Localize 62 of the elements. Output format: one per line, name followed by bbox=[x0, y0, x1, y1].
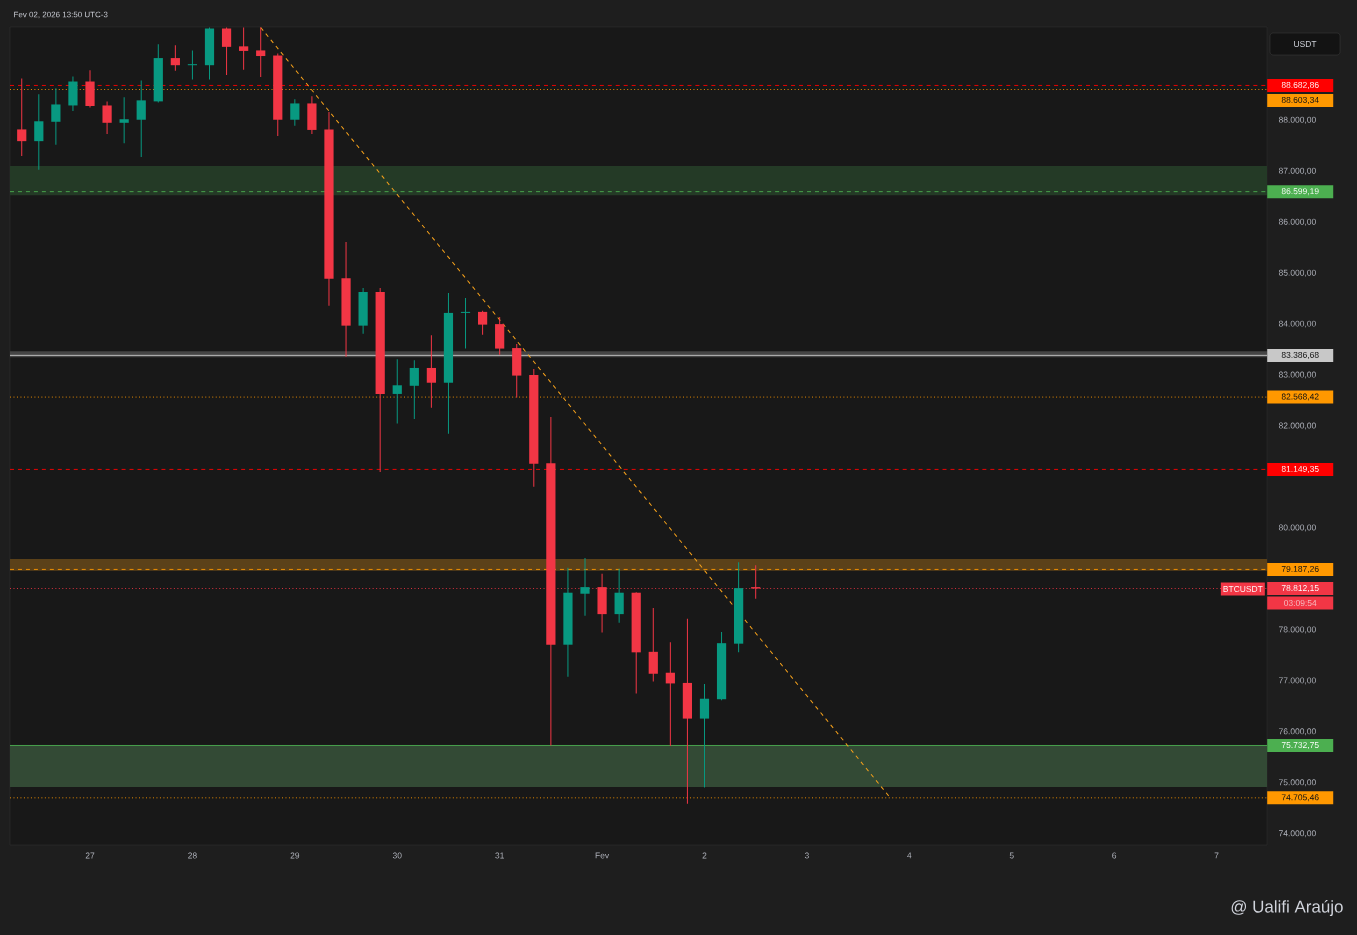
y-tick-label: 82.000,00 bbox=[1278, 422, 1316, 430]
ref-line-label: 82.568,42 bbox=[1281, 393, 1319, 401]
x-tick-label: 31 bbox=[495, 852, 504, 859]
y-tick-label: 74.000,00 bbox=[1279, 830, 1316, 838]
y-tick-label: 88.000,00 bbox=[1278, 116, 1316, 124]
text: @ Ualifi Araújo bbox=[1231, 900, 1343, 916]
ref-line-label: 78.812,15 bbox=[1281, 585, 1319, 593]
y-tick-label: 76.000,00 bbox=[1279, 728, 1316, 736]
text: 03:09:54 bbox=[1284, 600, 1317, 606]
annotation: BTCUSDT bbox=[1223, 586, 1263, 592]
candlestick bbox=[51, 87, 61, 146]
x-tick-label: 2 bbox=[702, 852, 707, 859]
candlestick bbox=[17, 77, 27, 157]
x-tick-label: 29 bbox=[290, 852, 300, 859]
ref-line-label: 88.603,34 bbox=[1281, 96, 1319, 104]
candlestick bbox=[221, 26, 232, 76]
y-tick-label: 84.000,00 bbox=[1278, 320, 1316, 328]
y-tick-label: 86.000,00 bbox=[1278, 218, 1316, 226]
candlestick bbox=[665, 641, 675, 747]
y-tick-label: 80.000,00 bbox=[1278, 524, 1316, 532]
y-tick-label: 77.000,00 bbox=[1279, 677, 1316, 685]
candlestick bbox=[426, 334, 436, 409]
candlestick bbox=[136, 80, 146, 158]
x-tick-label: Fev bbox=[595, 852, 610, 859]
ref-line-label: 86.599,19 bbox=[1281, 188, 1319, 196]
candlestick bbox=[477, 310, 488, 336]
x-tick-label: 6 bbox=[1112, 852, 1117, 859]
candlestick bbox=[409, 359, 419, 420]
candlestick bbox=[170, 44, 180, 72]
candlestick bbox=[290, 98, 300, 127]
candlestick bbox=[239, 26, 249, 71]
candlestick bbox=[614, 568, 624, 624]
candlestick bbox=[102, 100, 112, 135]
x-tick-label: 5 bbox=[1009, 852, 1014, 859]
y-tick-label: 75.000,00 bbox=[1279, 779, 1316, 787]
candlestick bbox=[68, 75, 78, 112]
x-tick-label: 3 bbox=[804, 852, 809, 859]
candlestick bbox=[392, 358, 402, 424]
x-tick-label: 27 bbox=[85, 852, 95, 859]
ref-line-label: 81.149,35 bbox=[1281, 465, 1319, 473]
ref-line-label: 79.187,26 bbox=[1281, 565, 1319, 573]
candlestick bbox=[648, 607, 658, 682]
ref-line-label: 88.682,86 bbox=[1281, 81, 1319, 89]
candlestick bbox=[34, 93, 44, 171]
y-tick-label: 83.000,00 bbox=[1278, 371, 1316, 379]
ref-line-label: 75.732,75 bbox=[1281, 741, 1319, 749]
y-tick-label: 85.000,00 bbox=[1278, 269, 1316, 277]
text: USDT bbox=[1294, 41, 1317, 47]
candlestick bbox=[699, 683, 710, 788]
y-tick-label: 87.000,00 bbox=[1278, 167, 1316, 175]
candlestick bbox=[119, 96, 129, 144]
candlestick bbox=[580, 557, 590, 617]
x-tick-label: 28 bbox=[188, 852, 197, 859]
ref-line-label: 74.705,46 bbox=[1281, 794, 1319, 802]
ref-line-label: 83.386,68 bbox=[1281, 351, 1319, 359]
x-tick-label: 7 bbox=[1214, 852, 1219, 859]
y-tick-label: 78.000,00 bbox=[1279, 626, 1316, 634]
x-tick-label: 4 bbox=[907, 852, 912, 859]
candlestick bbox=[187, 49, 198, 80]
candlestick bbox=[460, 297, 471, 350]
x-tick-label: 30 bbox=[392, 852, 402, 859]
candlestick bbox=[256, 26, 266, 78]
